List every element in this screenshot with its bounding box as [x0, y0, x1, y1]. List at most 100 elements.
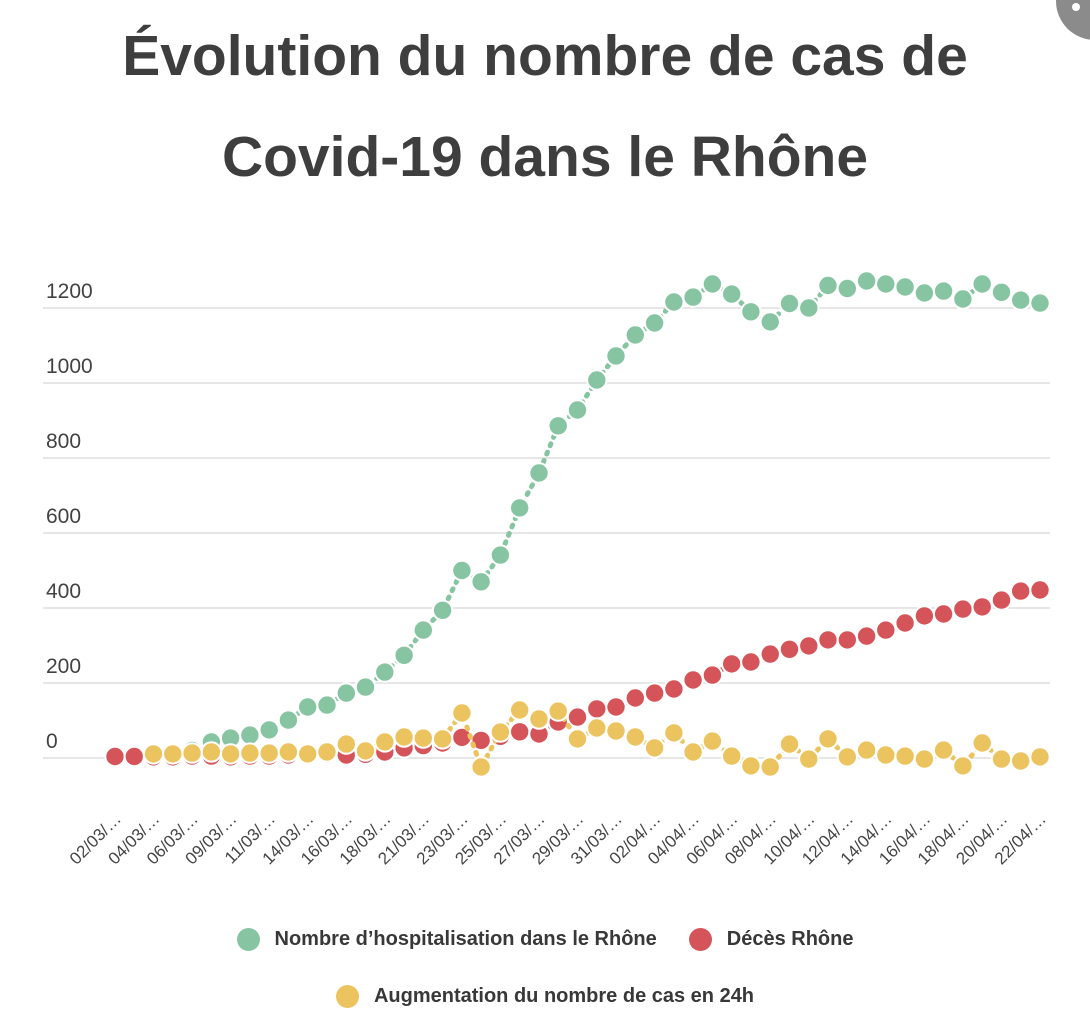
y-tick-label: 1000: [46, 355, 93, 378]
data-point: [701, 664, 724, 686]
y-tick-label: 400: [46, 580, 81, 603]
legend-item-hospitalisations: Nombre d’hospitalisation dans le Rhône: [236, 927, 657, 951]
data-point: [258, 719, 280, 741]
data-point: [470, 756, 492, 778]
data-point: [913, 748, 936, 770]
data-point: [759, 643, 781, 665]
data-point: [643, 312, 666, 334]
data-point: [836, 277, 858, 300]
data-point: [509, 497, 531, 519]
data-point: [1029, 292, 1051, 314]
chart-title-line1: Évolution du nombre de cas de: [122, 24, 968, 88]
data-point: [875, 744, 897, 766]
data-point: [721, 745, 743, 767]
data-point: [778, 638, 801, 660]
data-point: [605, 345, 627, 367]
data-point: [1010, 289, 1032, 311]
data-point: [990, 589, 1013, 611]
data-point: [932, 739, 955, 761]
data-point: [663, 722, 685, 744]
data-point: [412, 619, 434, 641]
legend-item-deces: Décès Rhône: [688, 927, 854, 951]
data-point: [354, 676, 377, 698]
legend-row-2: Augmentation du nombre de cas en 24h: [0, 973, 1090, 1019]
y-tick-label: 800: [46, 430, 81, 453]
data-point: [932, 280, 955, 302]
data-point: [451, 702, 473, 724]
data-point: [431, 728, 454, 750]
data-point: [200, 741, 223, 763]
data-point: [740, 301, 762, 323]
data-point: [701, 730, 724, 752]
data-point: [855, 625, 878, 647]
info-dot-icon: [1072, 3, 1080, 11]
data-point: [123, 745, 146, 768]
data-point: [663, 291, 685, 313]
data-point: [258, 742, 280, 764]
data-point: [952, 598, 974, 620]
legend-item-augmentation: Augmentation du nombre de cas en 24h: [335, 984, 755, 1008]
data-point: [643, 737, 666, 759]
data-point: [932, 603, 955, 625]
data-point: [239, 724, 261, 746]
data-point: [335, 733, 357, 755]
green-dot-icon: [236, 927, 260, 951]
data-point: [624, 687, 646, 709]
data-point: [1029, 579, 1051, 601]
data-point: [586, 698, 608, 720]
chart-legend: Nombre d’hospitalisation dans le Rhône D…: [0, 916, 1090, 1019]
data-point: [952, 288, 974, 310]
data-point: [239, 742, 261, 764]
data-point: [586, 717, 608, 739]
data-point: [817, 629, 839, 651]
data-point: [393, 726, 415, 748]
data-point: [836, 746, 858, 768]
series-line-0: [112, 278, 1043, 760]
data-point: [489, 721, 512, 743]
data-point: [894, 612, 916, 634]
data-point: [431, 599, 454, 621]
data-point: [875, 273, 897, 295]
data-point: [740, 755, 762, 777]
data-point: [566, 706, 589, 728]
data-point: [798, 748, 820, 770]
y-tick-label: 0: [46, 730, 58, 753]
data-point: [335, 682, 357, 704]
data-point: [181, 742, 203, 764]
legend-label-augmentation: Augmentation du nombre de cas en 24h: [373, 984, 755, 1007]
data-point: [682, 741, 704, 763]
data-point: [1010, 580, 1032, 602]
data-point: [104, 745, 126, 768]
data-point: [971, 273, 993, 295]
data-point: [219, 743, 242, 765]
data-point: [354, 740, 377, 762]
data-point: [971, 732, 993, 754]
legend-row-1: Nombre d’hospitalisation dans le Rhône D…: [0, 916, 1090, 962]
data-point: [836, 629, 858, 651]
data-point: [990, 281, 1013, 303]
chart-title-line2: Covid-19 dans le Rhône: [221, 125, 869, 189]
data-point: [586, 369, 608, 391]
data-point: [566, 728, 589, 750]
data-point: [952, 755, 974, 777]
data-point: [894, 276, 916, 298]
data-point: [701, 273, 724, 295]
data-point: [798, 297, 820, 319]
data-point: [489, 544, 512, 566]
legend-label-hospitalisations: Nombre d’hospitalisation dans le Rhône: [274, 927, 657, 950]
y-tick-label: 600: [46, 505, 81, 528]
data-point: [913, 605, 936, 627]
data-point: [1029, 746, 1051, 768]
data-point: [682, 286, 704, 308]
data-point: [778, 733, 801, 755]
legend-label-deces: Décès Rhône: [726, 927, 854, 950]
data-point: [682, 669, 704, 691]
data-point: [643, 682, 666, 704]
data-point: [412, 727, 434, 749]
data-point: [316, 694, 338, 716]
data-point: [817, 274, 839, 297]
data-point: [913, 282, 936, 304]
data-point: [605, 720, 627, 742]
data-point: [778, 292, 801, 315]
